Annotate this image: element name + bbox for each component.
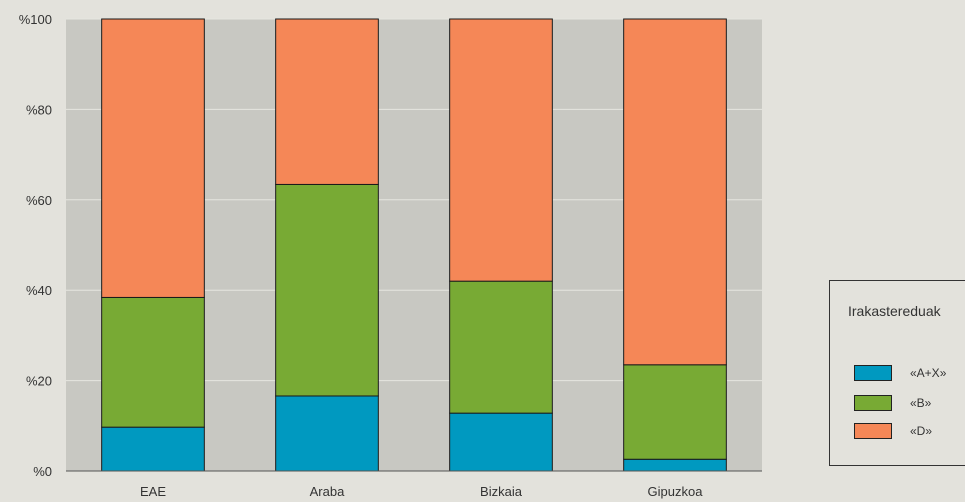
legend-title: Irakastereduak (848, 303, 941, 319)
y-tick-label: %80 (26, 102, 52, 117)
bar-segment-gipuzkoa-d (623, 18, 727, 366)
legend-swatch-b (854, 395, 892, 411)
legend-label-d: «D» (910, 424, 933, 438)
y-tick-label: %40 (26, 283, 52, 298)
legend-label-b: «B» (910, 396, 932, 410)
y-tick-label: %100 (19, 12, 52, 27)
x-tick-label: Bizkaia (480, 484, 523, 499)
bar-segment-araba-b (275, 183, 379, 397)
legend-swatch-a-x (854, 365, 892, 381)
legend-label-a-x: «A+X» (910, 366, 947, 380)
bar-segment-eae-a-x (101, 426, 205, 472)
bar-segment-eae-b (101, 296, 205, 428)
legend: Irakastereduak «A+X» «B» «D» (829, 280, 965, 466)
x-tick-label: Araba (310, 484, 345, 499)
bar-segment-bizkaia-b (449, 280, 553, 414)
y-tick-label: %60 (26, 193, 52, 208)
bar-segment-gipuzkoa-a-x (623, 458, 727, 472)
bar-segment-bizkaia-d (449, 18, 553, 282)
x-tick-label: Gipuzkoa (648, 484, 704, 499)
y-tick-label: %20 (26, 374, 52, 389)
y-tick-label: %0 (33, 464, 52, 479)
bar-segment-gipuzkoa-b (623, 364, 727, 460)
legend-swatch-d (854, 423, 892, 439)
x-tick-label: EAE (140, 484, 166, 499)
bar-segment-araba-a-x (275, 395, 379, 472)
bar-segment-araba-d (275, 18, 379, 185)
bar-segment-eae-d (101, 18, 205, 298)
bar-segment-bizkaia-a-x (449, 412, 553, 472)
